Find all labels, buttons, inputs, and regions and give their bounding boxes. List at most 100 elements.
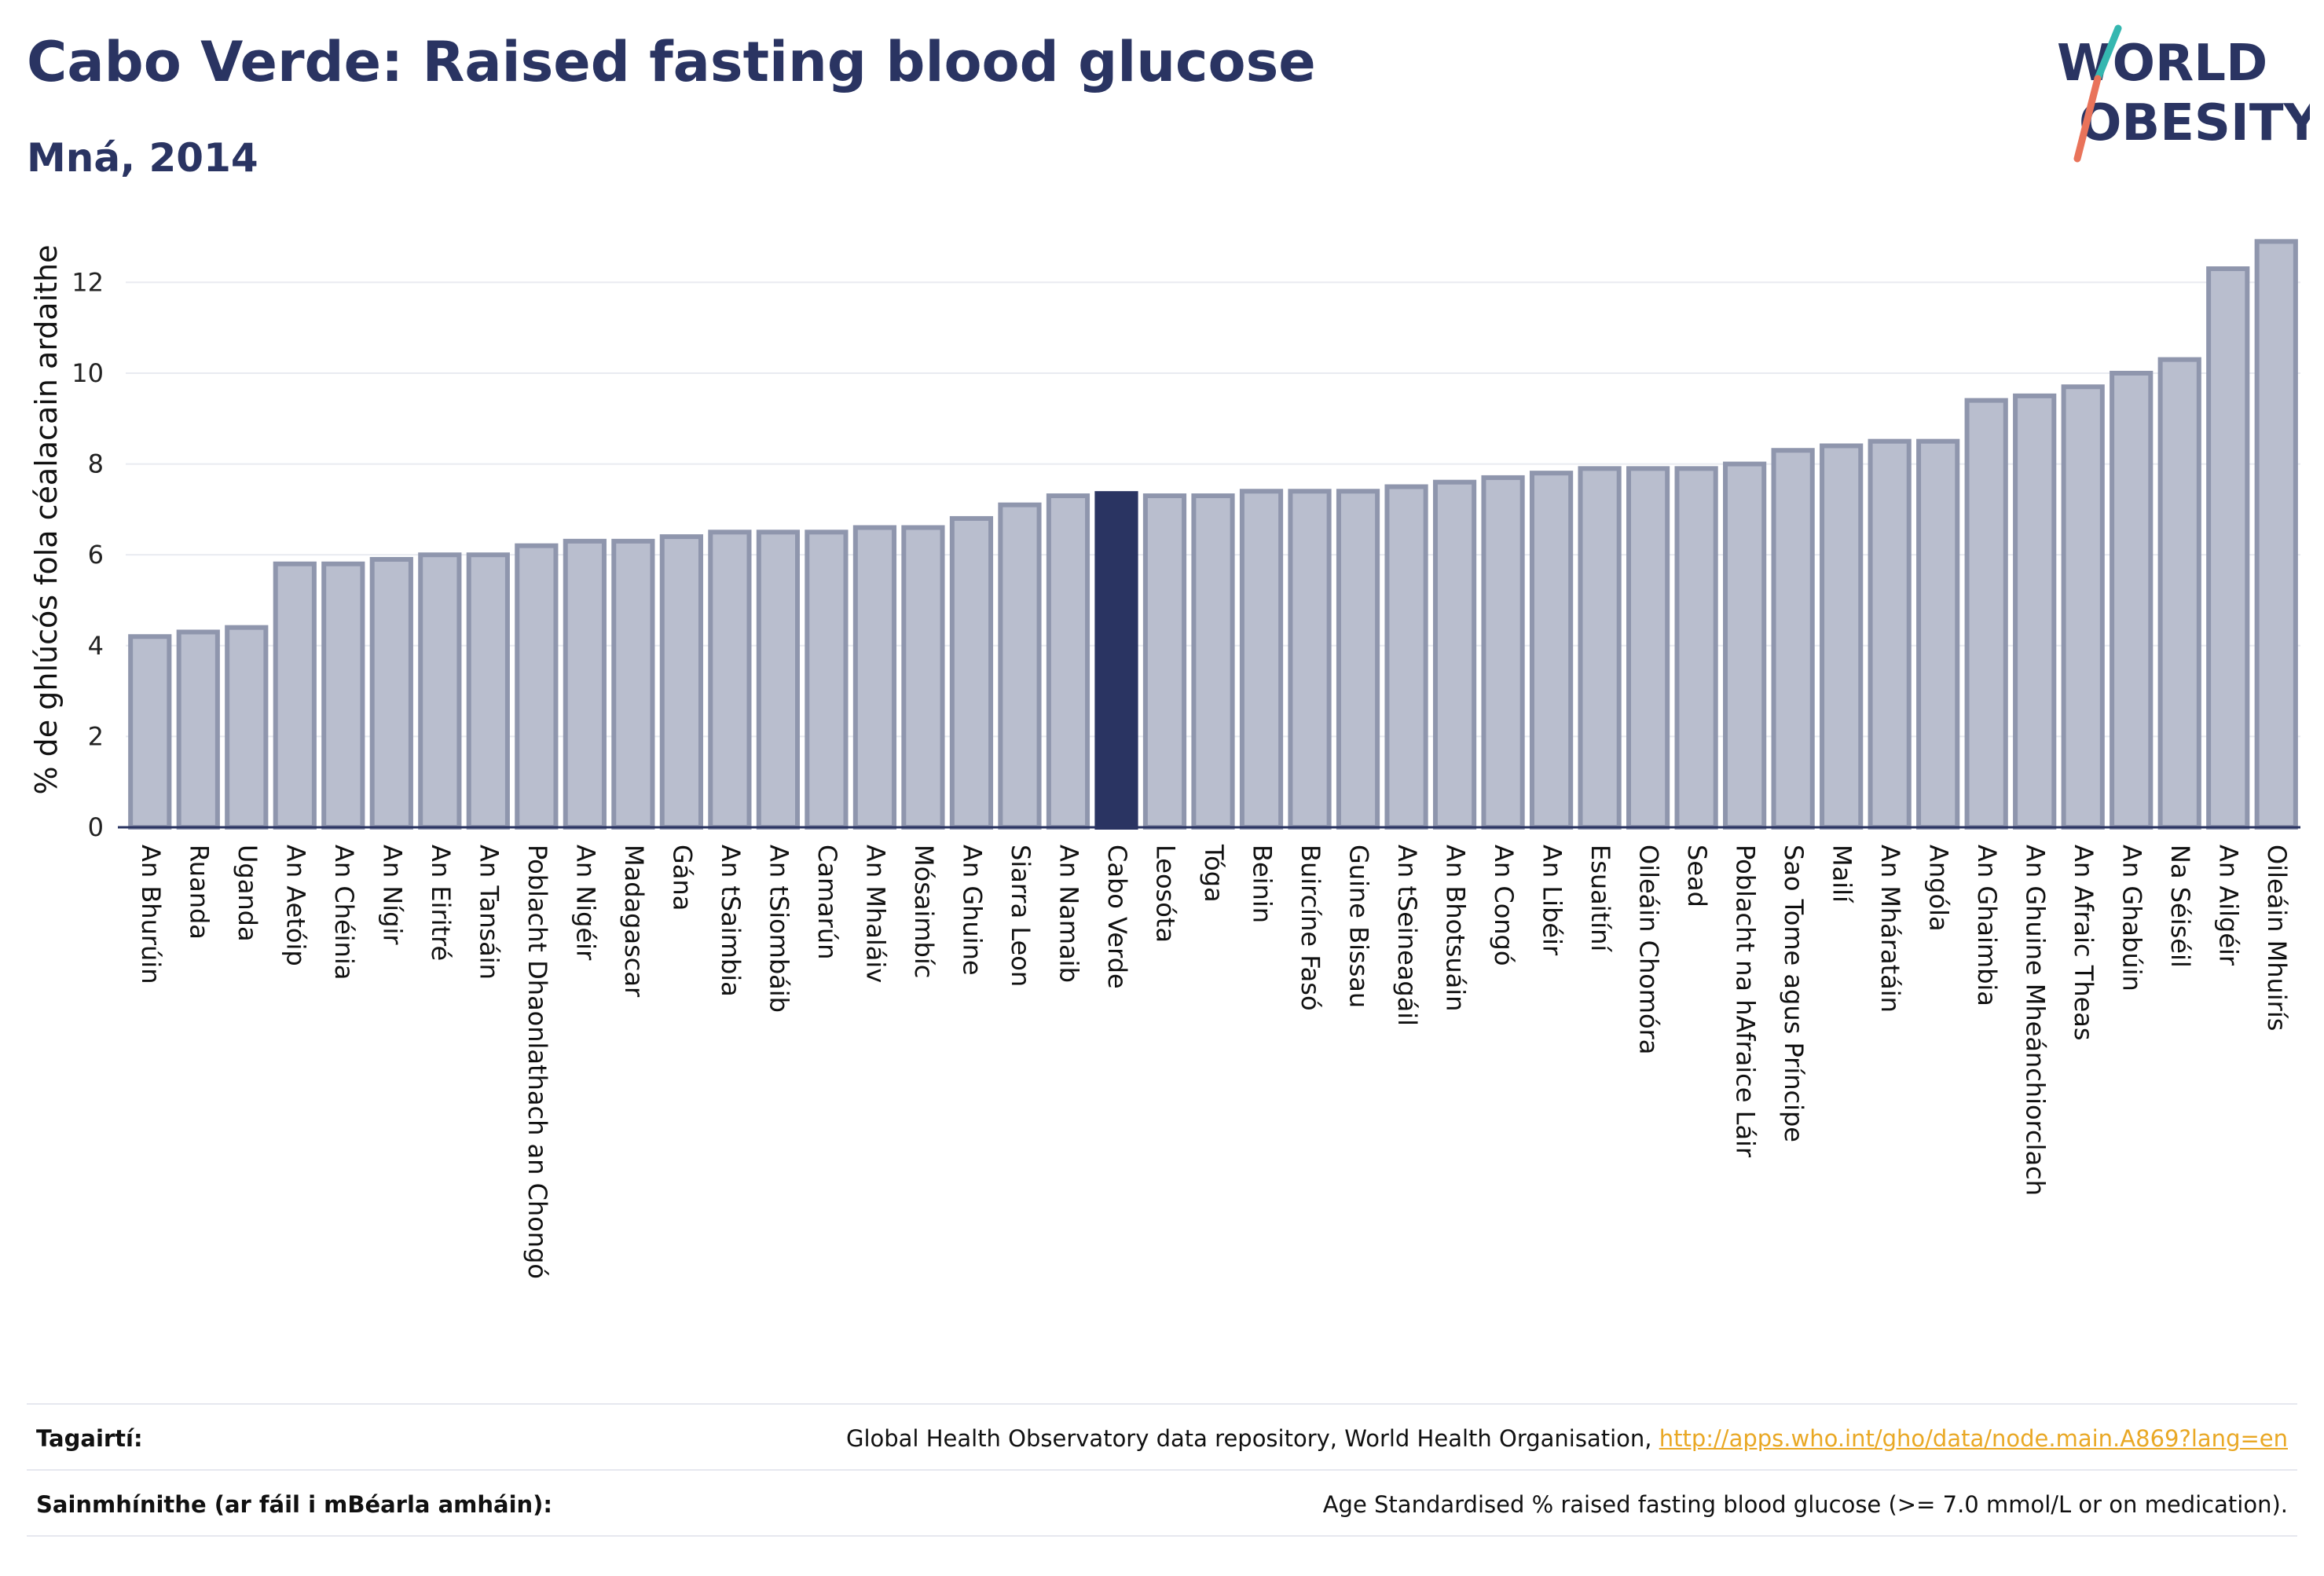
- bar: [1626, 466, 1670, 830]
- x-tick-label: Guine Bissau: [1344, 845, 1374, 1008]
- y-tick-label: 4: [88, 631, 104, 661]
- x-tick-label: An Nígir: [377, 845, 407, 945]
- bar: [1239, 489, 1284, 830]
- logo-line-1: WORLD: [2057, 35, 2267, 93]
- x-tick-label: Poblacht Dhaonlathach an Chongó: [522, 845, 552, 1279]
- x-tick-label: Mailí: [1827, 845, 1857, 903]
- x-tick-label: Esuaitíní: [1585, 845, 1615, 952]
- x-tick-label: Buircíne Fasó: [1296, 845, 1325, 1011]
- bar: [1094, 491, 1138, 830]
- logo-line-2: OBESITY: [2079, 94, 2310, 152]
- bar: [2061, 384, 2105, 830]
- x-tick-label: Tóga: [1199, 844, 1229, 903]
- x-tick-label: An Bhurúin: [136, 845, 166, 984]
- x-tick-label: An Eiritré: [426, 845, 456, 961]
- bar: [1868, 438, 1912, 830]
- bar: [1529, 471, 1574, 830]
- x-tick-label: An Ghaimbia: [1972, 845, 2002, 1006]
- x-tick-label: Sao Tome agus Príncipe: [1779, 845, 1809, 1142]
- x-tick-label: An Mháratáin: [1875, 845, 1905, 1013]
- bar: [659, 534, 703, 830]
- y-tick-label: 6: [88, 540, 104, 570]
- x-tick-label: An Namaib: [1054, 845, 1083, 983]
- y-tick-label: 12: [71, 267, 104, 297]
- x-tick-label: Na Séiséil: [2165, 845, 2195, 968]
- x-tick-label: Angóla: [1924, 845, 1954, 932]
- references-row: Tagairtí: Global Health Observatory data…: [27, 1408, 2297, 1472]
- x-tick-label: An Ailgéir: [2214, 845, 2244, 966]
- bar: [611, 538, 655, 830]
- references-value: Global Health Observatory data repositor…: [846, 1425, 2288, 1452]
- bar: [2013, 393, 2057, 830]
- x-tick-label: Siarra Leon: [1006, 845, 1036, 987]
- bar: [515, 543, 559, 830]
- bar: [1820, 443, 1864, 830]
- bar: [1916, 438, 1960, 830]
- x-tick-label: An Nigéir: [570, 845, 600, 961]
- bar: [2206, 266, 2250, 830]
- x-tick-label: An Ghuine Mheánchiorclach: [2021, 845, 2051, 1196]
- x-tick-label: An Tansáin: [474, 845, 504, 980]
- bar: [176, 629, 220, 830]
- y-tick-label: 0: [88, 812, 104, 842]
- bar: [225, 625, 269, 830]
- bar: [563, 538, 607, 830]
- bar: [2110, 370, 2154, 830]
- x-tick-label: An tSiombáib: [764, 845, 794, 1013]
- bar: [1191, 493, 1235, 830]
- references-label: Tagairtí:: [36, 1425, 143, 1452]
- bar: [756, 530, 801, 830]
- definitions-label: Sainmhínithe (ar fáil i mBéarla amháin):: [36, 1491, 553, 1518]
- bar: [369, 556, 413, 830]
- bar: [1481, 475, 1525, 830]
- x-tick-label: Beinin: [1248, 845, 1277, 923]
- x-tick-label: An Aetóip: [280, 845, 310, 966]
- x-tick-label: An tSeineagáil: [1392, 845, 1422, 1026]
- bar: [1578, 466, 1622, 830]
- y-tick-label: 8: [88, 449, 104, 479]
- y-tick-label: 10: [71, 358, 104, 388]
- x-tick-label: An Bhotsuáin: [1441, 845, 1471, 1011]
- x-tick-label: An Libéir: [1538, 845, 1567, 956]
- bar: [1432, 479, 1477, 830]
- x-tick-label: Cabo Verde: [1102, 845, 1132, 989]
- x-tick-label: An Afraic Theas: [2069, 845, 2099, 1041]
- bar: [1674, 466, 1718, 830]
- bar: [1964, 398, 2008, 830]
- bar: [901, 525, 945, 830]
- definitions-value: Age Standardised % raised fasting blood …: [1322, 1491, 2288, 1518]
- world-obesity-logo: WORLD OBESITY: [2057, 24, 2310, 163]
- bar: [1723, 461, 1767, 830]
- bar: [1336, 489, 1380, 830]
- x-tick-label: Gána: [667, 845, 697, 911]
- x-tick-label: An Ghabúin: [2117, 845, 2147, 991]
- x-tick-label: Madagascar: [619, 845, 649, 998]
- x-tick-label: An tSaimbia: [716, 845, 746, 997]
- bar: [128, 634, 172, 830]
- x-tick-label: An Mhaláiv: [860, 845, 890, 983]
- x-tick-label: An Ghuine: [957, 845, 987, 976]
- bar: [998, 502, 1042, 830]
- x-tick-label: An Chéinia: [329, 845, 359, 980]
- x-tick-label: Oileáin Chomóra: [1634, 845, 1664, 1054]
- logo-slash-coral: [2073, 75, 2102, 163]
- bar-chart: 0 2 4 6 8 10 12 An Bhurúin Ruanda Uganda An Aetóip…: [29, 239, 2300, 1279]
- x-tick-label: Sead: [1682, 845, 1712, 907]
- bar: [1046, 493, 1091, 830]
- references-link[interactable]: http://apps.who.int/gho/data/node.main.A…: [1659, 1425, 2288, 1452]
- x-tick-label: Leosóta: [1150, 845, 1180, 943]
- bar: [805, 530, 849, 830]
- footer-divider-top: [27, 1403, 2297, 1405]
- bar: [1142, 493, 1187, 830]
- bar: [1771, 448, 1815, 830]
- bar: [273, 561, 317, 830]
- x-tick-label: Oileáin Mhuirís: [2262, 845, 2292, 1031]
- x-tick-label: Camarún: [812, 845, 842, 959]
- chart-subtitle: Mná, 2014: [27, 135, 258, 181]
- x-tick-label: Mósaimbíc: [909, 845, 939, 978]
- y-tick-label: 2: [88, 721, 104, 751]
- references-text: Global Health Observatory data repositor…: [845, 1425, 1652, 1452]
- bar: [708, 530, 752, 830]
- chart-title: Cabo Verde: Raised fasting blood glucose: [27, 30, 1316, 94]
- bar: [852, 525, 897, 830]
